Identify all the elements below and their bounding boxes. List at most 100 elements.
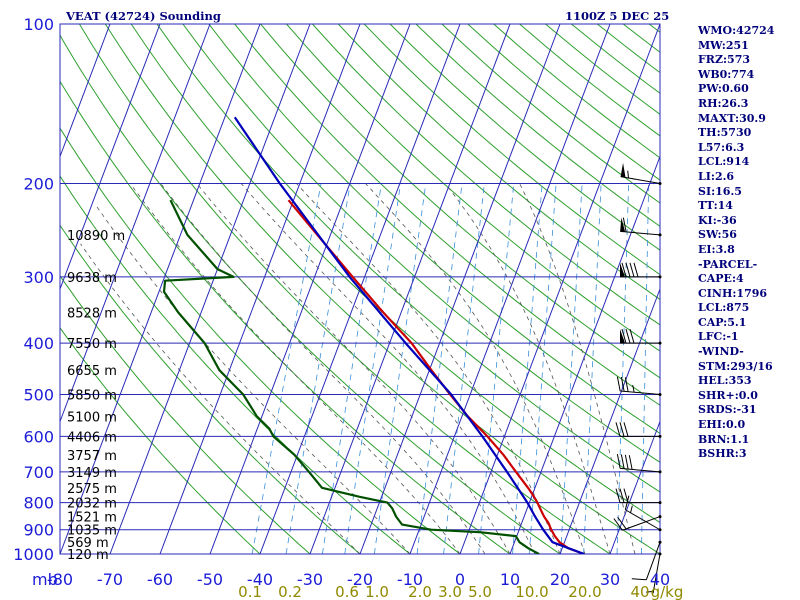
wind-barb-staff bbox=[620, 176, 661, 185]
moist-adiabat-25 bbox=[365, 183, 586, 554]
height-label: 8528 m bbox=[67, 306, 117, 321]
isotherm-0 bbox=[459, 24, 660, 554]
wind-barb-full bbox=[623, 422, 629, 437]
temperature-tick-label: -80 bbox=[47, 570, 73, 589]
dry-adiabat-110 bbox=[286, 24, 660, 352]
wind-barb-full bbox=[625, 262, 631, 278]
wind-barb bbox=[646, 552, 662, 594]
temperature-tick-label: 40 bbox=[650, 570, 670, 589]
index-item: BRN:1.1 bbox=[698, 432, 750, 446]
index-item: HEL:353 bbox=[698, 374, 752, 388]
dry-adiabat-0 bbox=[60, 127, 461, 554]
temperature-tick-label: 30 bbox=[600, 570, 620, 589]
pressure-tick-label: 300 bbox=[23, 268, 54, 287]
temperature-tick-label: 10 bbox=[500, 570, 520, 589]
index-item: -PARCEL- bbox=[698, 257, 758, 271]
wind-barb-full bbox=[621, 328, 627, 344]
dry-adiabat--40 bbox=[60, 326, 261, 554]
wind-barb-base bbox=[658, 501, 662, 505]
dry-adiabat-20 bbox=[60, 34, 561, 554]
wind-barb-half bbox=[627, 170, 629, 179]
wind-barb-full bbox=[622, 217, 627, 233]
index-item: PW:0.60 bbox=[698, 82, 749, 96]
isotherm--90 bbox=[60, 24, 211, 423]
dry-adiabat-140 bbox=[363, 24, 660, 276]
height-label: 5100 m bbox=[67, 410, 117, 425]
height-label: 5850 m bbox=[67, 388, 117, 403]
mixing-ratio-tick-label: 0.1 bbox=[238, 583, 262, 600]
index-item: FRZ:573 bbox=[698, 53, 751, 67]
wind-barbs bbox=[613, 162, 662, 594]
index-item: BSHR:3 bbox=[698, 447, 747, 461]
moist-adiabat--10 bbox=[95, 205, 411, 554]
wind-barb-flag bbox=[620, 162, 626, 178]
wind-barb-flag bbox=[620, 217, 626, 232]
wind-barb-staff bbox=[620, 467, 661, 473]
wind-barb bbox=[620, 162, 662, 186]
plot-frame bbox=[59, 23, 661, 555]
dry-adiabat-60 bbox=[156, 24, 660, 493]
mixing-ratio-0.6 bbox=[344, 183, 401, 554]
pressure-tick-label: 900 bbox=[23, 521, 54, 540]
pressure-tick-label: 200 bbox=[23, 175, 54, 194]
index-item: MW:251 bbox=[698, 38, 749, 52]
height-label: 120 m bbox=[67, 548, 109, 563]
pressure-tick-labels: 100 200 300 400 500 600 700 800 900 1000 bbox=[13, 15, 54, 564]
index-item: STM:293/16 bbox=[698, 359, 773, 373]
wind-barb-full bbox=[616, 454, 621, 469]
mixing-ratio-20 bbox=[583, 183, 602, 554]
mixing-ratio-tick-label: 10.0 bbox=[515, 583, 548, 600]
height-label: 10890 m bbox=[67, 229, 125, 244]
pressure-tick-label: 500 bbox=[23, 385, 54, 404]
wind-barb bbox=[616, 454, 662, 474]
moist-adiabat-10 bbox=[196, 183, 511, 554]
moist-adiabat--20 bbox=[80, 243, 361, 554]
wind-barb-full bbox=[628, 455, 633, 470]
pressure-tick-label: 400 bbox=[23, 334, 54, 353]
dry-adiabat-40 bbox=[104, 24, 660, 554]
mixing-ratio-lines bbox=[251, 183, 650, 554]
dry-adiabat-70 bbox=[182, 24, 660, 463]
wind-barb-staff bbox=[645, 542, 661, 580]
mixing-ratio-tick-label: 3.0 bbox=[438, 583, 462, 600]
index-item: L57:6.3 bbox=[698, 140, 745, 154]
y-axis-label: mb bbox=[32, 570, 58, 589]
height-label: 1521 m bbox=[67, 511, 117, 526]
index-item: KI:-36 bbox=[698, 213, 737, 227]
wind-barb-full bbox=[629, 328, 635, 344]
wind-barb-staff bbox=[652, 553, 661, 594]
moist-adiabat-15 bbox=[240, 183, 536, 554]
dry-adiabat-50 bbox=[130, 24, 660, 524]
temperature-tick-label: -10 bbox=[397, 570, 423, 589]
wind-barb bbox=[613, 515, 662, 531]
mixing-ratio-8 bbox=[512, 183, 543, 554]
mixing-ratio-tick-label: 5.0 bbox=[468, 583, 492, 600]
temperature-tick-label: -40 bbox=[247, 570, 273, 589]
wind-barb bbox=[620, 328, 662, 345]
wind-barb-full bbox=[624, 377, 629, 392]
chart-title: VEAT (42724) Sounding bbox=[65, 9, 221, 23]
height-label: 6655 m bbox=[67, 364, 117, 379]
wind-barb-full bbox=[620, 454, 625, 469]
index-item: SRDS:-31 bbox=[698, 403, 757, 417]
wind-barb-full bbox=[619, 488, 625, 503]
index-item: RH:26.3 bbox=[698, 96, 749, 110]
height-label: 4406 m bbox=[67, 430, 117, 445]
chart-valid-time: 1100Z 5 DEC 25 bbox=[565, 9, 669, 23]
wind-barb bbox=[620, 217, 662, 237]
dry-adiabat-30 bbox=[78, 24, 611, 554]
mixing-ratio-40 bbox=[640, 183, 650, 554]
mixing-ratio-3 bbox=[443, 183, 485, 554]
wind-barb-staff bbox=[620, 390, 661, 395]
wind-barb-base bbox=[658, 528, 662, 532]
dry-adiabat--30 bbox=[60, 274, 311, 554]
mixing-ratio-0.2 bbox=[285, 183, 351, 554]
sounding-series bbox=[162, 116, 585, 554]
wind-barb-full bbox=[617, 516, 627, 530]
series-parcel-line bbox=[233, 116, 585, 554]
mixing-ratio-2 bbox=[416, 183, 463, 554]
isotherm--30 bbox=[309, 24, 511, 554]
temperature-tick-label: -50 bbox=[197, 570, 223, 589]
pressure-tick-label: 700 bbox=[23, 463, 54, 482]
wind-barb-base bbox=[658, 552, 662, 556]
